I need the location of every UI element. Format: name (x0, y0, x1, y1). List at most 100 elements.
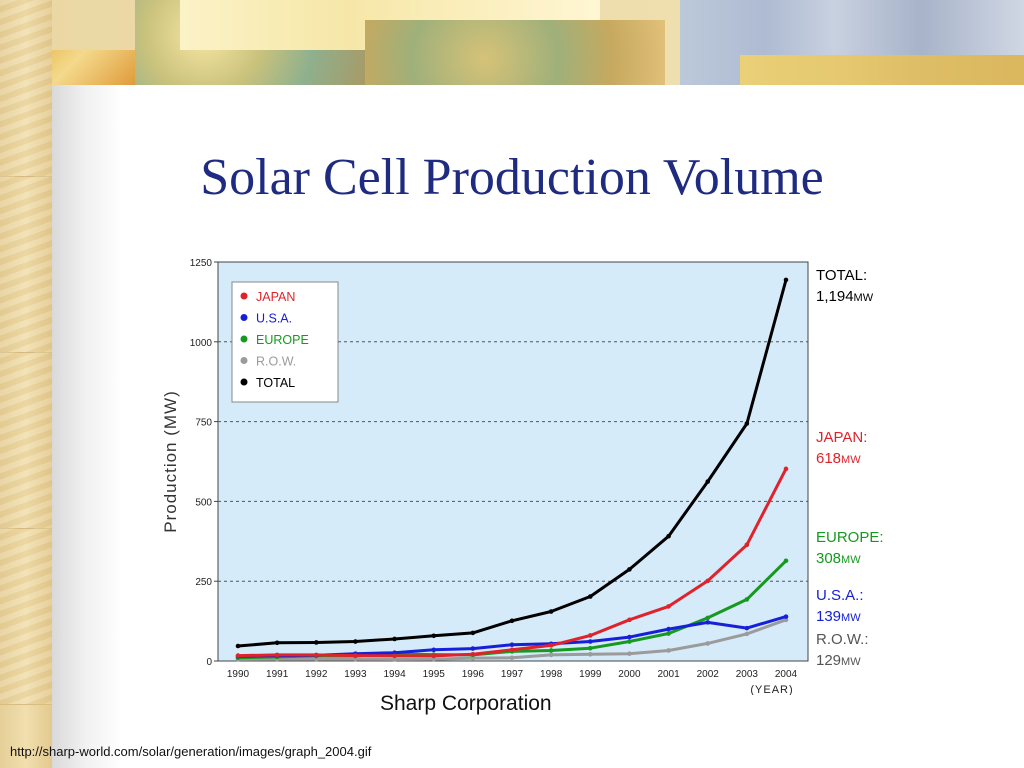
data-point-row (509, 655, 515, 661)
data-point-total (548, 609, 554, 614)
y-tick-label: 750 (195, 418, 212, 429)
y-tick-label: 1250 (190, 258, 213, 269)
data-point-usa (509, 642, 515, 648)
data-point-japan (353, 653, 358, 658)
legend-label-europe: EUROPE (256, 333, 309, 347)
data-point-row (705, 641, 711, 646)
legend-label-usa: U.S.A. (256, 312, 292, 326)
data-point-row (783, 617, 789, 623)
data-point-row (392, 657, 397, 662)
y-tick-label: 1000 (190, 338, 213, 349)
decorative-shadow (52, 85, 122, 768)
annotation-value-total: 1,194MW (816, 288, 874, 305)
y-tick-label: 250 (195, 577, 212, 588)
annotation-unit-europe: MW (841, 554, 861, 566)
annotation-value-japan: 618MW (816, 450, 861, 467)
legend-marker-total (240, 378, 248, 386)
x-tick-label: 1992 (305, 669, 328, 680)
x-tick-label: 1998 (540, 669, 563, 680)
legend-label-japan: JAPAN (256, 290, 295, 304)
data-point-row (666, 648, 671, 653)
slide-title: Solar Cell Production Volume (200, 149, 824, 206)
annotation-label-usa: U.S.A.: (816, 587, 864, 604)
annotation-unit-total: MW (854, 292, 874, 304)
data-point-europe (548, 648, 554, 653)
x-tick-label: 2000 (618, 669, 641, 680)
production-line-chart: 0 250 500 750 1000 1250 1990 1991 1992 1993 1994 19… (161, 258, 884, 695)
annotation-label-europe: EUROPE: (816, 529, 884, 546)
annotation-unit-usa: MW (841, 612, 861, 624)
data-point-europe (744, 597, 750, 602)
data-point-usa (666, 626, 671, 632)
decorative-left-strip (0, 0, 52, 768)
data-point-row (353, 656, 358, 662)
data-point-total (470, 630, 476, 636)
legend-box (231, 281, 339, 403)
x-tick-label: 1997 (501, 669, 524, 680)
legend-marker-usa (240, 314, 248, 321)
annotation-label-japan: JAPAN: (816, 429, 867, 446)
data-point-usa (744, 625, 750, 631)
data-point-usa (587, 639, 593, 644)
annotation-unit-row: MW (841, 656, 861, 668)
data-point-row (470, 655, 476, 661)
legend-marker-row (240, 357, 248, 364)
x-tick-label: 2001 (657, 669, 680, 680)
data-point-total (353, 639, 358, 644)
x-tick-label: 2003 (736, 669, 759, 680)
legend-marker-japan (240, 292, 248, 300)
data-point-usa (392, 650, 397, 656)
data-point-europe (783, 558, 789, 564)
credit-text: Sharp Corporation (380, 692, 552, 715)
data-point-europe (587, 645, 593, 651)
data-point-japan (705, 578, 711, 584)
data-point-total (705, 479, 711, 484)
y-tick-label: 500 (195, 497, 212, 508)
data-point-total (509, 618, 515, 624)
data-point-row (587, 651, 593, 657)
annotation-value-row: 129MW (816, 652, 861, 669)
data-point-japan (392, 653, 397, 659)
data-point-usa (470, 646, 476, 651)
annotation-value-usa: 139MW (816, 608, 861, 625)
data-point-row (548, 652, 554, 658)
y-axis-label: Production (MW) (161, 390, 180, 533)
data-point-usa (627, 634, 632, 640)
annotation-label-row: R.O.W.: (816, 631, 869, 648)
data-point-europe (666, 631, 671, 636)
x-tick-label: 2002 (697, 669, 720, 680)
banner-leaf-image (365, 20, 665, 85)
data-point-japan (470, 651, 476, 657)
data-point-total (313, 640, 319, 645)
x-tick-label: 1990 (227, 669, 250, 680)
data-point-total (627, 567, 632, 572)
data-point-usa (705, 620, 711, 625)
data-point-total (744, 421, 750, 426)
x-tick-label: 1999 (579, 669, 602, 680)
data-point-total (274, 640, 280, 646)
x-tick-label: 1991 (266, 669, 289, 680)
data-point-japan (431, 653, 437, 659)
data-point-total (783, 277, 789, 283)
data-point-usa (431, 647, 437, 653)
data-point-usa (783, 614, 789, 619)
data-point-japan (744, 542, 750, 548)
legend-label-total: TOTAL (256, 376, 295, 390)
source-url: http://sharp-world.com/solar/generation/… (10, 744, 372, 759)
decorative-banner (0, 0, 1024, 85)
x-tick-label: 1993 (344, 669, 367, 680)
data-point-row (627, 651, 632, 656)
data-point-japan (587, 633, 593, 638)
data-point-japan (274, 652, 280, 658)
data-point-total (666, 533, 671, 539)
data-point-europe (627, 639, 632, 644)
x-tick-label: 1994 (383, 669, 406, 680)
annotation-value-europe: 308MW (816, 550, 861, 567)
data-point-total (431, 633, 437, 639)
x-tick-label: 2004 (775, 669, 798, 680)
data-point-total (235, 643, 241, 649)
data-point-japan (627, 617, 632, 623)
data-point-japan (548, 643, 554, 648)
x-tick-label: 1995 (423, 669, 446, 680)
data-point-japan (313, 652, 319, 658)
